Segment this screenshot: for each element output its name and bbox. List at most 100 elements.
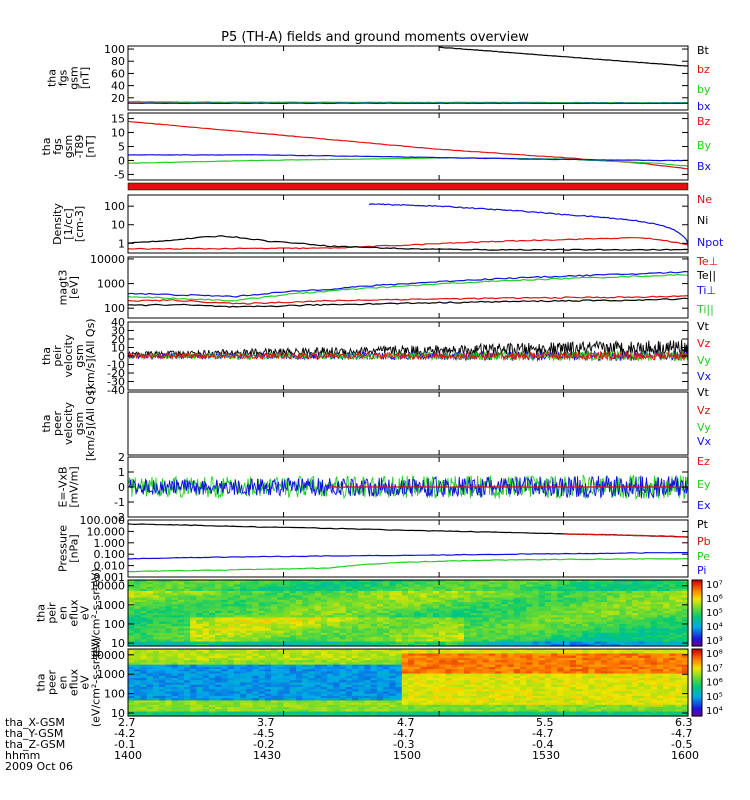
- spectrogram-cell: [171, 641, 179, 645]
- spectrogram-cell: [358, 599, 366, 603]
- spectrogram-cell: [470, 630, 478, 634]
- spectrogram-cell: [308, 653, 316, 657]
- spectrogram-cell: [551, 606, 558, 610]
- spectrogram-cell: [364, 630, 372, 634]
- ylabel-line: gsm: [73, 412, 86, 435]
- spectrogram-cell: [464, 689, 471, 693]
- spectrogram-cell: [538, 643, 546, 647]
- spectrogram-cell: [507, 698, 515, 701]
- spectrogram-cell: [134, 709, 142, 713]
- spectrogram-cell: [563, 615, 571, 618]
- spectrogram-cell: [445, 617, 453, 621]
- spectrogram-cell: [339, 610, 347, 614]
- legend-entry: Vt: [697, 320, 710, 333]
- spectrogram-cell: [370, 582, 378, 585]
- spectrogram-cell: [401, 637, 409, 640]
- spectrogram-cell: [476, 593, 484, 596]
- spectrogram-cell: [432, 653, 440, 657]
- spectrogram-cell: [327, 597, 334, 601]
- spectrogram-cell: [190, 613, 198, 616]
- spectrogram-cell: [445, 641, 453, 645]
- spectrogram-cell: [495, 666, 502, 670]
- spectrogram-cell: [395, 580, 403, 583]
- spectrogram-cell: [625, 597, 633, 601]
- spectrogram-cell: [159, 595, 166, 599]
- spectrogram-cell: [184, 624, 191, 627]
- spectrogram-cell: [289, 675, 297, 679]
- spectrogram-cell: [283, 651, 291, 655]
- spectrogram-cell: [283, 684, 291, 688]
- spectrogram-cell: [408, 689, 415, 693]
- spectrogram-cell: [152, 702, 160, 706]
- spectrogram-cell: [364, 651, 372, 655]
- spectrogram-cell: [271, 643, 278, 647]
- spectrogram-cell: [159, 604, 166, 607]
- spectrogram-cell: [445, 669, 453, 672]
- spectrogram-cell: [520, 664, 527, 668]
- spectrogram-cell: [582, 628, 590, 632]
- spectrogram-cell: [271, 657, 278, 661]
- spectrogram-cell: [401, 584, 409, 588]
- spectrogram-cell: [451, 630, 459, 634]
- spectrogram-cell: [159, 686, 166, 690]
- spectrogram-cell: [283, 582, 291, 585]
- spectrogram-cell: [482, 711, 490, 715]
- spectrogram-cell: [240, 602, 247, 605]
- spectrogram-cell: [451, 686, 459, 690]
- spectrogram-cell: [358, 632, 366, 636]
- spectrogram-cell: [495, 639, 502, 643]
- spectrogram-cell: [358, 669, 366, 672]
- spectrogram-cell: [333, 664, 341, 668]
- spectrogram-cell: [352, 709, 359, 713]
- spectrogram-cell: [271, 669, 278, 672]
- spectrogram-cell: [551, 635, 558, 638]
- spectrogram-cell: [246, 680, 254, 684]
- spectrogram-cell: [650, 637, 658, 640]
- spectrogram-cell: [271, 624, 278, 627]
- spectrogram-cell: [246, 637, 254, 640]
- spectrogram-cell: [495, 621, 502, 625]
- spectrogram-cell: [395, 602, 403, 605]
- spectrogram-cell: [644, 608, 652, 612]
- spectrogram-cell: [470, 613, 478, 616]
- spectrogram-cell: [520, 709, 527, 713]
- spectrogram-cell: [432, 624, 440, 627]
- spectrogram-cell: [638, 613, 646, 616]
- spectrogram-cell: [569, 635, 577, 638]
- spectrogram-cell: [258, 602, 266, 605]
- spectrogram-cell: [233, 608, 241, 612]
- spectrogram-cell: [208, 632, 216, 636]
- spectrogram-cell: [308, 673, 316, 677]
- spectrogram-cell: [588, 628, 596, 632]
- spectrogram-cell: [345, 628, 353, 632]
- spectrogram-cell: [569, 626, 577, 629]
- spectrogram-cell: [644, 610, 652, 614]
- spectrogram-cell: [501, 588, 509, 592]
- spectrogram-cell: [327, 707, 334, 710]
- spectrogram-cell: [246, 621, 254, 625]
- spectrogram-cell: [320, 604, 328, 607]
- spectrogram-cell: [134, 582, 142, 585]
- spectrogram-cell: [563, 628, 571, 632]
- spectrogram-cell: [258, 691, 266, 695]
- spectrogram-cell: [464, 673, 471, 677]
- spectrogram-cell: [513, 597, 521, 601]
- spectrogram-cell: [538, 597, 546, 601]
- spectrogram-cell: [395, 643, 403, 647]
- spectrogram-cell: [426, 693, 434, 697]
- spectrogram-cell: [501, 606, 509, 610]
- spectrogram-cell: [408, 695, 415, 699]
- spectrogram-cell: [202, 678, 210, 681]
- spectrogram-cell: [389, 597, 397, 601]
- spectrogram-cell: [420, 597, 428, 601]
- spectrogram-cell: [165, 643, 173, 647]
- spectrogram-cell: [389, 671, 397, 675]
- spectrogram-cell: [383, 621, 390, 625]
- spectrogram-cell: [656, 610, 664, 614]
- spectrogram-cell: [600, 632, 608, 636]
- spectrogram-cell: [277, 588, 285, 592]
- spectrogram-cell: [352, 664, 359, 668]
- spectrogram-cell: [476, 702, 484, 706]
- spectrogram-cell: [551, 586, 558, 590]
- spectrogram-cell: [333, 624, 341, 627]
